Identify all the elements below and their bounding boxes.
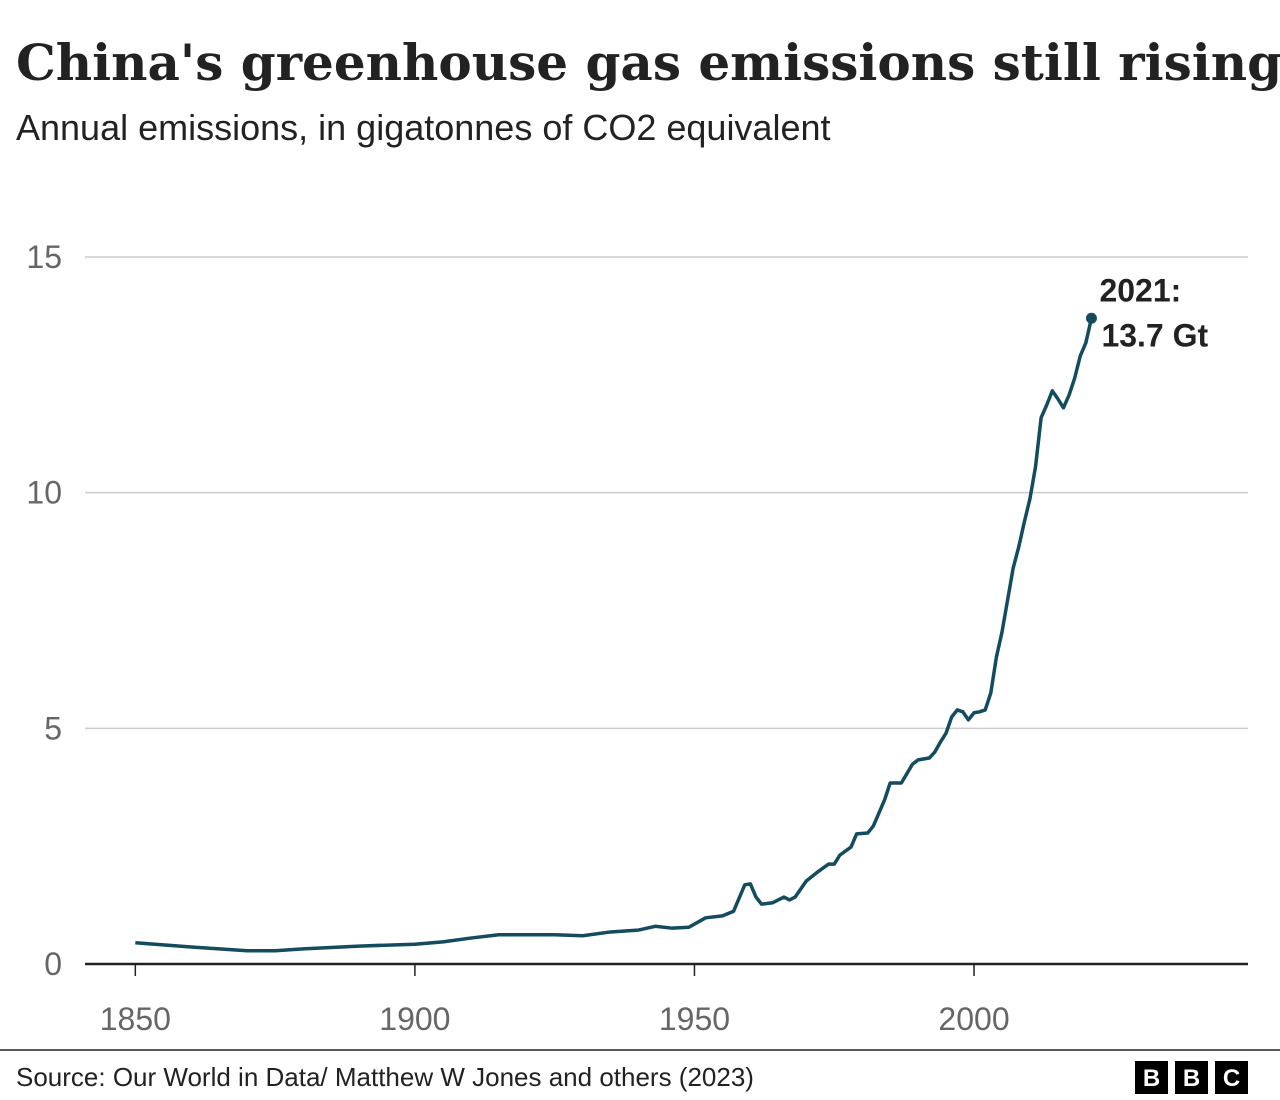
y-tick-label: 10 xyxy=(26,475,62,511)
y-tick-label: 15 xyxy=(26,239,62,275)
logo-box xyxy=(1135,1061,1168,1094)
x-tick-label: 1900 xyxy=(379,1001,450,1037)
y-tick-label: 0 xyxy=(44,946,62,982)
y-tick-label: 5 xyxy=(44,710,62,746)
logo-letter: C xyxy=(1223,1065,1240,1092)
logo-letter: B xyxy=(1183,1065,1200,1092)
logo-letter: B xyxy=(1143,1065,1160,1092)
source: Source: Our World in Data/ Matthew W Jon… xyxy=(16,1062,754,1092)
x-tick-label: 1950 xyxy=(659,1001,730,1037)
chart-subtitle: Annual emissions, in gigatonnes of CO2 e… xyxy=(16,107,831,148)
series-line xyxy=(135,317,1094,953)
logo-box xyxy=(1215,1061,1248,1094)
chart-title: China's greenhouse gas emissions still r… xyxy=(16,33,1280,92)
annotation: 13.7 Gt xyxy=(1101,317,1208,353)
logo-box xyxy=(1175,1061,1208,1094)
x-tick-label: 2000 xyxy=(938,1001,1009,1037)
end-point xyxy=(1085,312,1097,324)
x-tick-label: 1850 xyxy=(100,1001,171,1037)
annotation: 2021: xyxy=(1099,272,1181,308)
